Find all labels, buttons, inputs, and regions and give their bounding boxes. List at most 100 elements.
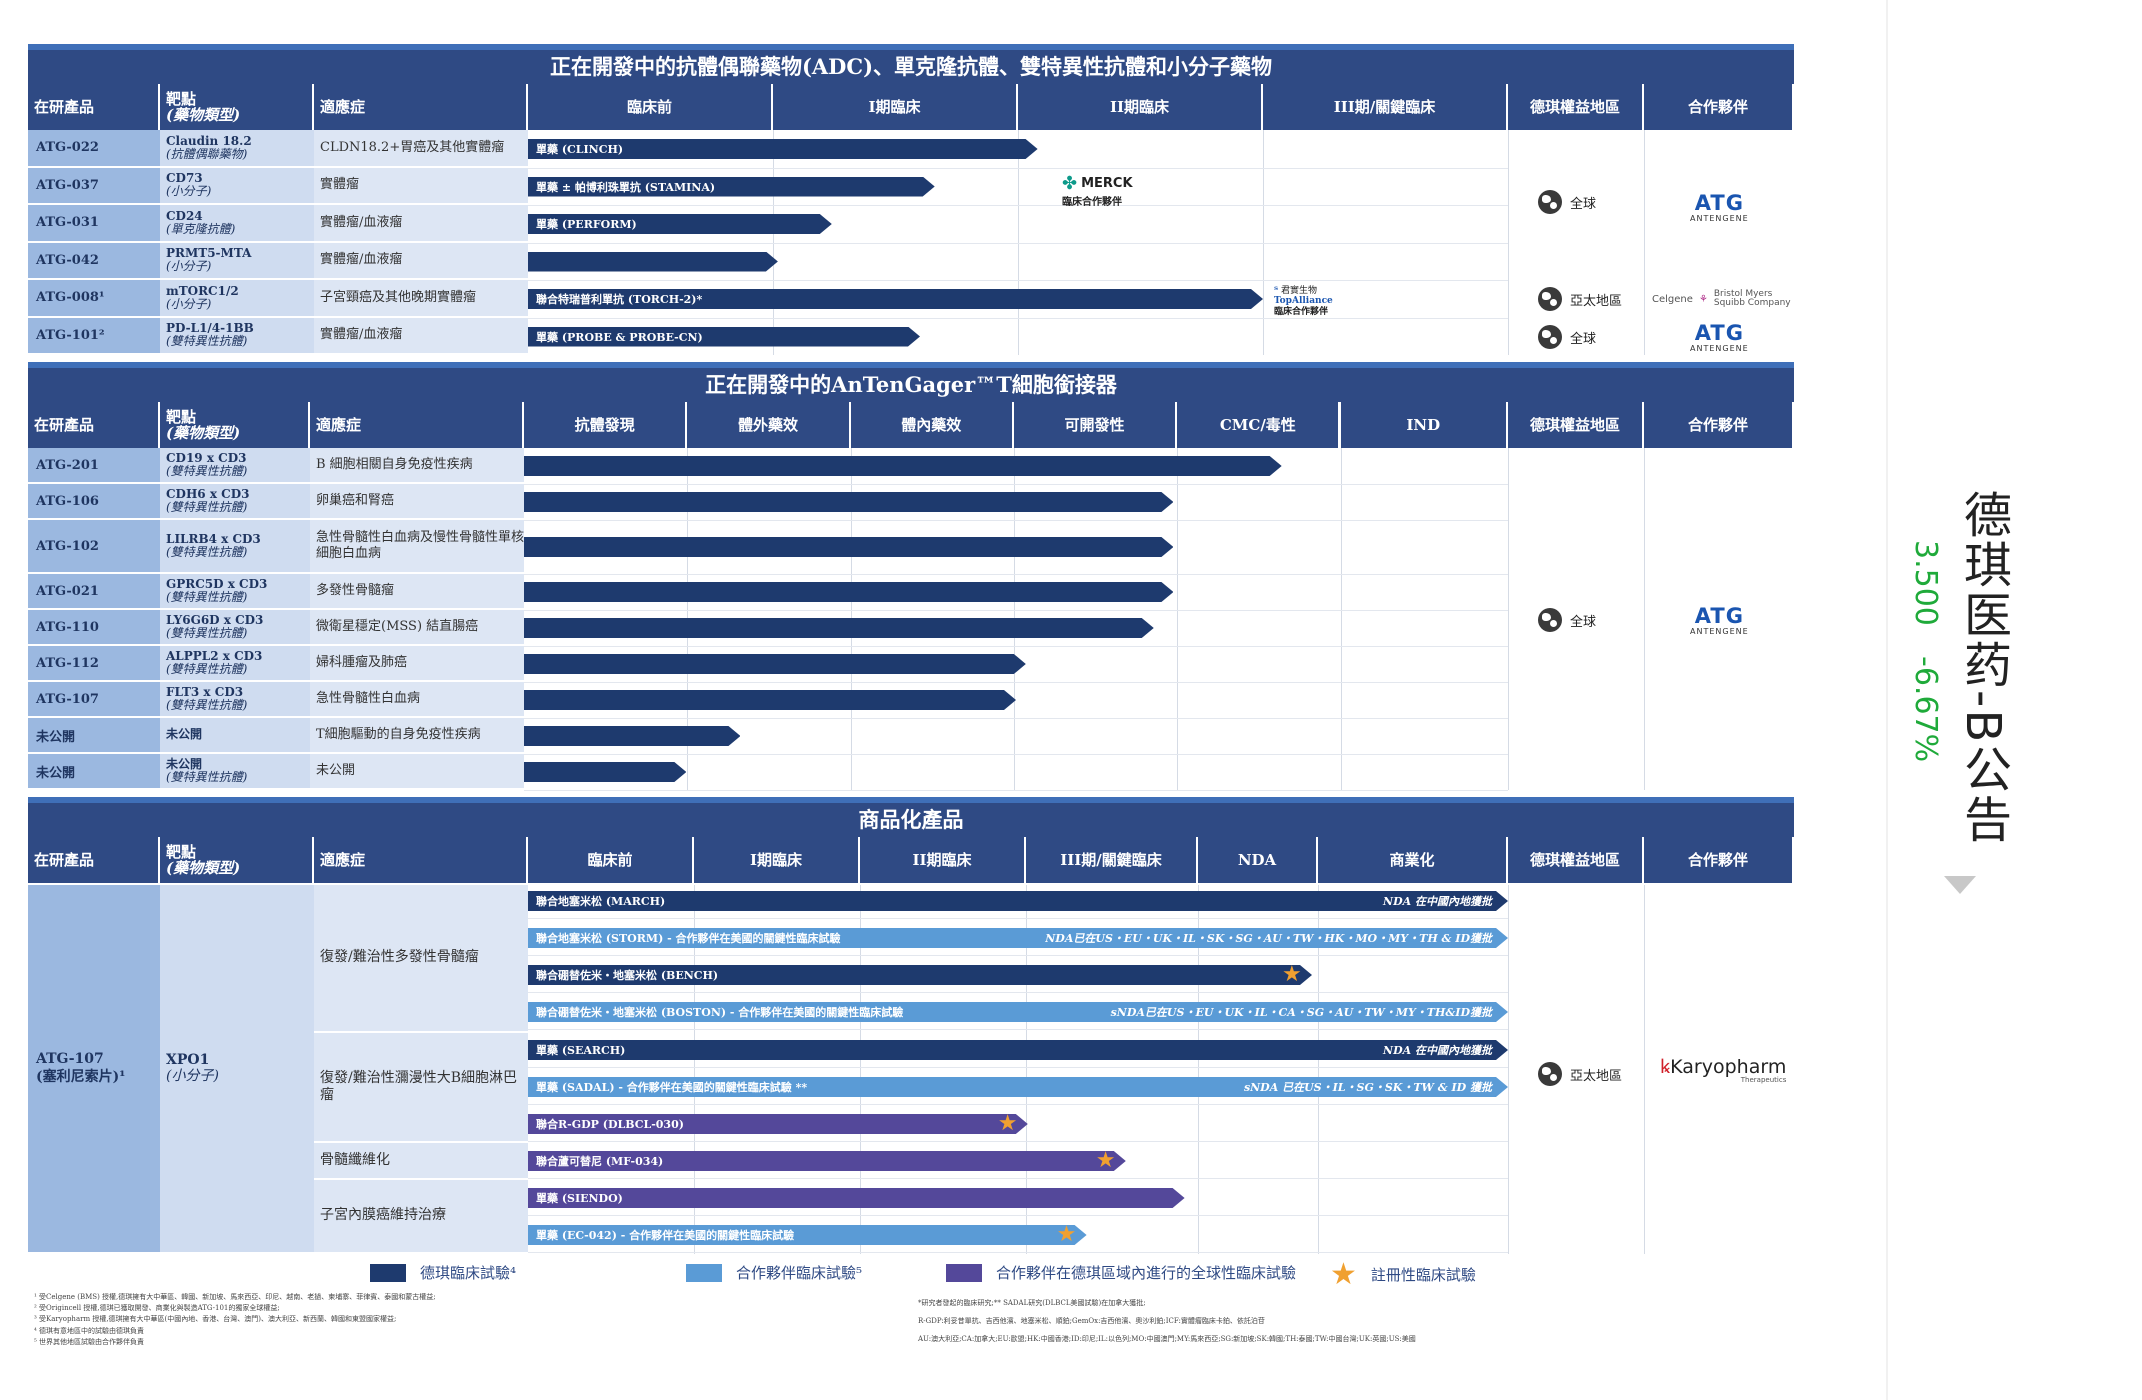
region-cell: 全球: [1538, 325, 1596, 349]
indication-cell: 未公開: [310, 754, 524, 790]
progress-bar: 單藥 (PERFORM): [528, 214, 832, 234]
target-name: XPO1: [166, 1052, 210, 1069]
progress-bar: 單藥 (SADAL) - 合作夥伴在美國的關鍵性臨床試驗 ** sNDA 已在US…: [528, 1077, 1508, 1097]
registrational-star-icon: ★: [1095, 1148, 1116, 1173]
footnotes-right: *研究者發起的臨床研究;** SADAL研究(DLBCL美國試驗)在加拿大獲批;…: [918, 1299, 1416, 1344]
expand-arrow-icon[interactable]: [1944, 876, 1976, 894]
section1-title: 正在開發中的抗體偶聯藥物(ADC)、單克隆抗體、雙特異性抗體和小分子藥物: [28, 44, 1794, 84]
row-divider: [528, 242, 1508, 244]
indication-cell: T細胞驅動的自身免疫性疾病: [310, 718, 524, 754]
progress-bar: [524, 654, 1026, 674]
row-divider: [528, 1178, 1508, 1179]
footnotes-left: ¹ 受Celgene (BMS) 授權,德琪擁有大中華區、韓國、新加坡、馬來西亞…: [34, 1293, 436, 1346]
region-cell: 亞太地區: [1538, 287, 1622, 311]
progress-bar: 單藥 (SEARCH) NDA 在中國內地獲批: [528, 1040, 1508, 1060]
target-cell: CD24 (單克隆抗體): [160, 205, 314, 243]
progress-bar: 單藥 (PROBE & PROBE-CN): [528, 327, 920, 347]
product-id: ATG-107: [36, 1051, 104, 1067]
legend-item-global-trial: 合作夥伴在德琪區域內進行的全球性臨床試驗: [946, 1262, 1296, 1283]
target-cell: ALPPL2 x CD3 (雙特異性抗體): [160, 646, 310, 682]
header-target: 靶點 (藥物類型): [160, 84, 314, 130]
celgene-bms-logos: Celgene ⚘ Bristol Myers Squibb Company: [1652, 289, 1791, 308]
target-cell: 未公開 (雙特異性抗體): [160, 754, 310, 790]
announcement-title[interactable]: 德琪医药-B公告: [1955, 490, 2011, 845]
progress-bar: 聯合地塞米松 (STORM) - 合作夥伴在美國的關鍵性臨床試驗 NDA已在US・…: [528, 928, 1508, 948]
target-header-label: 靶點: [166, 89, 197, 108]
row-divider: [524, 790, 1508, 791]
topalliance-logo: ᵀ 君實生物 TopAlliance 臨床合作夥伴: [1274, 286, 1333, 317]
drug-type: (抗體偶聯藥物): [166, 146, 248, 161]
drug-type: (雙特異性抗體): [166, 334, 248, 349]
grid-line: [1198, 885, 1199, 1254]
bar-label: 聯合R-GDP (DLBCL-030): [536, 1118, 684, 1131]
grid-line: [1177, 448, 1179, 790]
target-cell: FLT3 x CD3 (雙特異性抗體): [160, 682, 310, 718]
header-stage-phase1: I期臨床: [694, 837, 860, 883]
product-id: ATG-008¹: [28, 280, 160, 318]
drug-type: (雙特異性抗體): [166, 698, 248, 712]
header-stage-phase3: III期/關鍵臨床: [1026, 837, 1198, 883]
header-stage-ind: IND: [1340, 402, 1508, 448]
header-stage-in-vitro: 體外藥效: [687, 402, 851, 448]
row-divider: [528, 955, 1508, 956]
target-cell: CD19 x CD3 (雙特異性抗體): [160, 448, 310, 484]
region-cell: 全球: [1538, 190, 1596, 214]
section2-title: 正在開發中的AnTenGager™T細胞銜接器: [28, 362, 1794, 402]
progress-bar: [528, 252, 778, 272]
target-cell: Claudin 18.2 (抗體偶聯藥物): [160, 130, 314, 168]
bar-label: 聯合硼替佐米・地塞米松 (BOSTON) - 合作夥伴在美國的關鍵性臨床試驗: [536, 1006, 904, 1019]
drug-type: (小分子): [166, 1067, 219, 1084]
section3-title: 商品化產品: [28, 797, 1794, 837]
header-region: 德琪權益地區: [1508, 84, 1644, 130]
target-name: 未公開: [166, 727, 203, 742]
row-divider: [524, 574, 1508, 575]
karyopharm-logo: ꝃKaryopharm Therapeutics: [1660, 1056, 1787, 1084]
header-stage-in-vivo: 體內藥效: [850, 402, 1014, 448]
region-cell: 亞太地區: [1538, 1062, 1622, 1086]
drug-type: (雙特異性抗體): [166, 545, 248, 559]
stock-price: 3.500: [1908, 540, 1943, 626]
row-divider: [524, 754, 1508, 755]
product-id: 未公開: [28, 754, 160, 790]
product-id: ATG-110: [28, 610, 160, 646]
header-partner: 合作夥伴: [1644, 84, 1794, 130]
antengene-logo: ATG ANTENGENE: [1690, 191, 1749, 224]
grid-line: [1644, 885, 1645, 1254]
header-partner: 合作夥伴: [1644, 837, 1794, 883]
header-stage-nda: NDA: [1198, 837, 1318, 883]
stock-sidebar: 德琪医药-B公告 3.500 -6.67%: [1886, 0, 2142, 1400]
product-id: ATG-042: [28, 242, 160, 280]
target-cell: GPRC5D x CD3 (雙特異性抗體): [160, 574, 310, 610]
bar-label: 聯合地塞米松 (STORM) - 合作夥伴在美國的關鍵性臨床試驗: [536, 932, 841, 945]
target-name: CD24: [166, 208, 203, 223]
header-stage-developability: 可開發性: [1013, 402, 1178, 448]
antengene-logo-mark: ATG: [1694, 321, 1744, 345]
product-name: (塞利尼索片)¹: [36, 1068, 126, 1085]
row-divider: [524, 484, 1508, 485]
drug-type: (雙特異性抗體): [166, 590, 248, 604]
merck-logo: ✤ MERCK: [1062, 173, 1133, 194]
registrational-star-icon: ★: [1282, 962, 1302, 987]
registrational-star-icon: ★: [997, 1111, 1018, 1136]
progress-bar: [524, 537, 1173, 557]
target-cell: CDH6 x CD3 (雙特異性抗體): [160, 484, 310, 520]
target-name: LY6G6D x CD3: [166, 612, 264, 627]
indication-cell: 婦科腫瘤及肺癌: [310, 646, 524, 682]
target-name: GPRC5D x CD3: [166, 576, 268, 591]
target-name: ALPPL2 x CD3: [166, 648, 263, 663]
progress-bar: [524, 618, 1154, 638]
grid-line: [1644, 130, 1645, 355]
progress-bar: [524, 726, 740, 746]
header-partner: 合作夥伴: [1644, 402, 1794, 448]
product-id: ATG-106: [28, 484, 160, 520]
bar-label: 單藥 (SIENDO): [536, 1192, 623, 1205]
drug-type: (雙特異性抗體): [166, 500, 248, 514]
header-stage-preclinical: 臨床前: [528, 84, 773, 130]
progress-bar: [524, 690, 1016, 710]
antengene-logo-mark: ATG: [1694, 191, 1744, 215]
indication-cell: 多發性骨髓瘤: [310, 574, 524, 610]
progress-bar: [524, 456, 1282, 476]
target-name: PD-L1/4-1BB: [166, 321, 254, 336]
row-divider: [524, 718, 1508, 719]
header-stage-phase3: III期/關鍵臨床: [1263, 84, 1508, 130]
